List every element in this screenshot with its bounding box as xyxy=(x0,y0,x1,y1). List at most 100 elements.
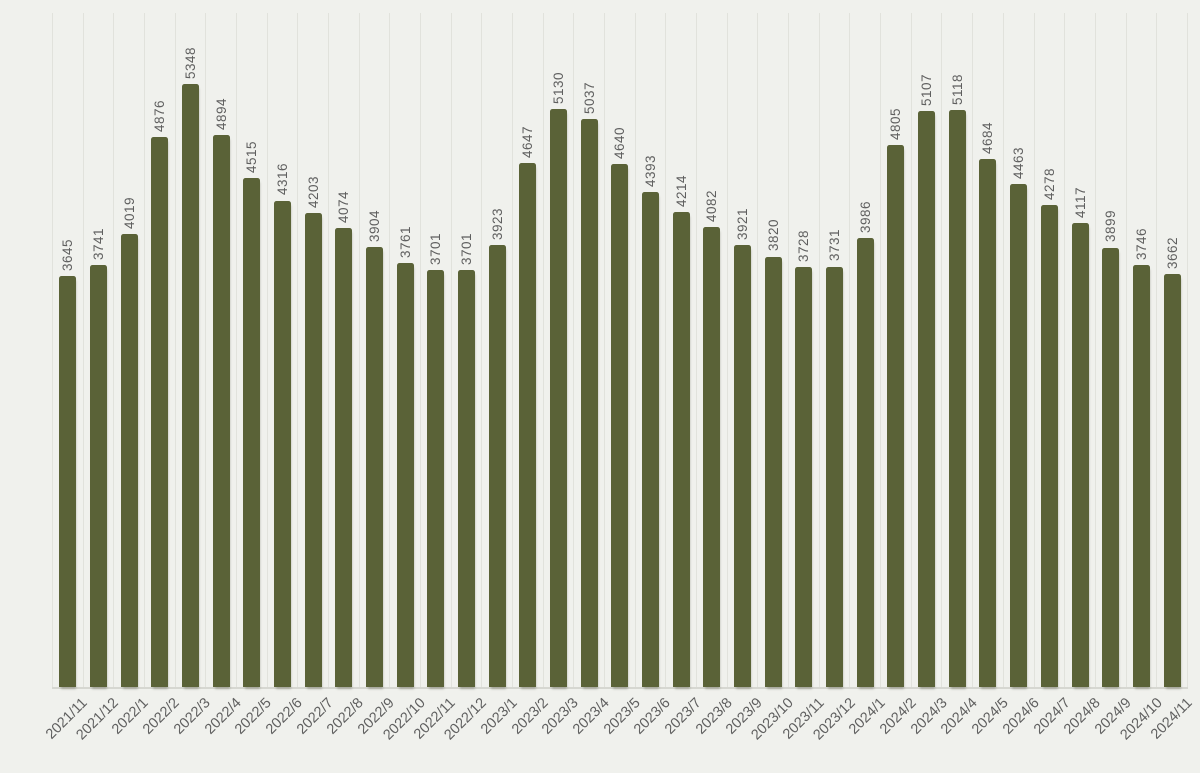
bar-value-label: 4515 xyxy=(244,141,260,174)
category-column: 4894 xyxy=(206,13,238,687)
category-column: 4117 xyxy=(1065,13,1096,687)
bar-value-label: 5107 xyxy=(919,74,935,107)
bar-value-label: 3899 xyxy=(1103,210,1119,243)
bar-value-label: 4640 xyxy=(612,126,628,159)
bar-value-label: 3662 xyxy=(1164,237,1180,270)
bar xyxy=(611,164,629,687)
x-axis-tick: 2023/4 xyxy=(570,692,613,773)
bar xyxy=(366,247,384,687)
bar xyxy=(182,84,200,687)
x-axis-tick: 2023/8 xyxy=(693,692,736,773)
bar-value-label: 5037 xyxy=(581,82,597,115)
category-column: 4684 xyxy=(973,13,1004,687)
x-axis-tick: 2022/2 xyxy=(140,692,183,773)
bar-value-label: 4393 xyxy=(643,154,659,187)
bar-value-label: 4117 xyxy=(1072,186,1088,218)
bar-value-label: 5348 xyxy=(183,47,199,80)
x-axis-tick: 2021/12 xyxy=(73,692,121,773)
bar-value-label: 4214 xyxy=(673,174,689,207)
bar-value-label: 4082 xyxy=(704,189,720,222)
x-axis-tick: 2022/12 xyxy=(441,692,489,773)
x-axis-tick: 2023/7 xyxy=(662,692,705,773)
bar-value-label: 4278 xyxy=(1041,167,1057,200)
x-axis-tick: 2022/8 xyxy=(324,692,367,773)
bar xyxy=(243,178,261,687)
category-column: 4647 xyxy=(513,13,544,687)
category-column: 4203 xyxy=(298,13,330,687)
bar xyxy=(488,244,506,687)
bar-value-label: 3820 xyxy=(765,219,781,252)
bar-value-label: 3904 xyxy=(367,209,383,242)
bar-value-label: 4019 xyxy=(121,196,137,229)
bar-value-label: 3701 xyxy=(459,232,475,265)
bar-value-label: 5130 xyxy=(551,71,567,104)
bar xyxy=(274,200,292,687)
bar xyxy=(120,234,138,687)
category-column: 4214 xyxy=(666,13,698,687)
bar xyxy=(1071,223,1089,687)
bar xyxy=(151,137,169,687)
category-column: 4082 xyxy=(697,13,728,687)
bar xyxy=(918,111,936,687)
bar-value-label: 3728 xyxy=(796,229,812,262)
category-column: 4515 xyxy=(237,13,268,687)
x-axis-tick: 2022/4 xyxy=(202,692,245,773)
bar-value-label: 3741 xyxy=(91,228,106,261)
x-axis-tick: 2022/3 xyxy=(171,692,214,773)
x-axis-tick: 2024/3 xyxy=(908,692,951,773)
bar xyxy=(1010,184,1028,687)
bar xyxy=(795,266,813,687)
bar xyxy=(396,263,414,687)
category-column: 3986 xyxy=(850,13,882,687)
bar-value-label: 3731 xyxy=(827,229,843,262)
bar-value-label: 4647 xyxy=(520,126,536,159)
bar-value-label: 4894 xyxy=(213,98,229,131)
x-axis-tick: 2024/4 xyxy=(938,692,981,773)
x-axis-tick: 2022/7 xyxy=(294,692,337,773)
category-column: 5130 xyxy=(544,13,575,687)
bar xyxy=(90,265,107,687)
category-column: 4640 xyxy=(605,13,636,687)
x-axis-tick: 2023/2 xyxy=(509,692,552,773)
bar-value-label: 3645 xyxy=(60,239,76,272)
bar xyxy=(642,191,660,687)
bar xyxy=(826,266,844,687)
bar-value-label: 3921 xyxy=(735,208,751,241)
x-axis-tick: 2024/6 xyxy=(1000,692,1043,773)
category-column: 4393 xyxy=(636,13,667,687)
category-column: 3731 xyxy=(820,13,851,687)
x-axis-tick: 2022/6 xyxy=(263,692,306,773)
bar xyxy=(550,108,568,687)
x-axis-labels: 2021/11 2021/12 2022/1 2022/2 2022/3 2022/4 20… xyxy=(43,692,1196,773)
bar-value-label: 3923 xyxy=(489,207,505,240)
bar-value-label: 4316 xyxy=(275,163,291,196)
category-column: 3820 xyxy=(758,13,790,687)
bar-value-label: 3986 xyxy=(857,200,873,233)
bar-value-label: 4074 xyxy=(336,190,352,223)
x-axis-tick: 2022/1 xyxy=(109,692,152,773)
bar xyxy=(856,237,874,687)
x-axis-tick: 2024/1 xyxy=(846,692,889,773)
category-column: 3701 xyxy=(452,13,483,687)
bar-value-label: 3746 xyxy=(1133,227,1149,260)
bar xyxy=(1132,264,1150,687)
x-axis-tick: 2023/3 xyxy=(539,692,582,773)
bar-value-label: 3701 xyxy=(428,232,444,265)
bar xyxy=(519,163,537,687)
bar xyxy=(427,269,445,687)
bar xyxy=(764,256,782,687)
x-axis-tick: 2023/5 xyxy=(601,692,644,773)
x-axis-tick: 2024/7 xyxy=(1030,692,1073,773)
bar xyxy=(580,119,598,687)
category-column: 3741 xyxy=(84,13,115,687)
category-column: 5037 xyxy=(574,13,606,687)
bar xyxy=(1102,247,1120,687)
bar xyxy=(672,212,690,687)
bar-value-label: 3761 xyxy=(397,226,413,259)
category-column: 3921 xyxy=(728,13,759,687)
category-column: 4876 xyxy=(145,13,176,687)
x-axis-tick: 2023/12 xyxy=(810,692,858,773)
bar xyxy=(1163,274,1181,687)
category-column: 5107 xyxy=(912,13,943,687)
x-axis-tick: 2023/1 xyxy=(478,692,521,773)
